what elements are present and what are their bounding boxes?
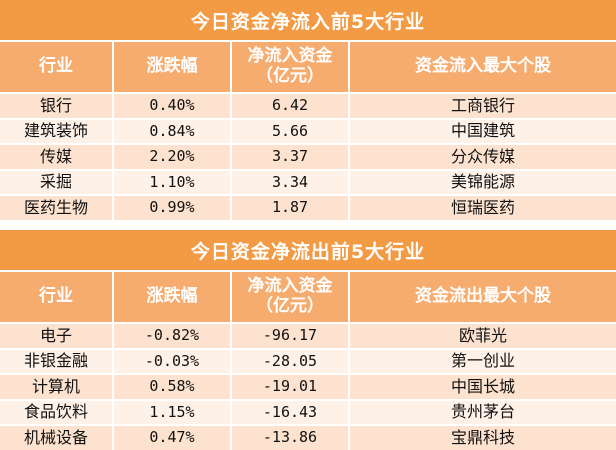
industry-cell: 医药生物: [0, 194, 114, 220]
industry-cell: 非银金融: [0, 347, 114, 373]
outflow-header-row: 行业 涨跌幅 净流入资金 （亿元） 资金流出最大个股: [0, 270, 616, 322]
net-flow-cell: -96.17: [232, 322, 350, 348]
change-cell: 0.47%: [114, 424, 232, 450]
net-flow-cell: -19.01: [232, 373, 350, 399]
header-change: 涨跌幅: [114, 40, 232, 92]
header-industry: 行业: [0, 40, 114, 92]
header-top-stock: 资金流入最大个股: [350, 40, 616, 92]
change-cell: -0.82%: [114, 322, 232, 348]
industry-cell: 机械设备: [0, 424, 114, 450]
net-flow-cell: 3.34: [232, 168, 350, 194]
outflow-table-title: 今日资金净流出前5大行业: [0, 230, 616, 270]
stock-cell: 中国建筑: [350, 117, 616, 144]
change-cell: 0.40%: [114, 92, 232, 118]
industry-cell: 建筑装饰: [0, 117, 114, 143]
change-cell: -0.03%: [114, 347, 232, 373]
change-cell: 0.58%: [114, 373, 232, 399]
header-net-inflow: 净流入资金 （亿元）: [232, 270, 350, 322]
inflow-table-title: 今日资金净流入前5大行业: [0, 0, 616, 40]
change-cell: 2.20%: [114, 143, 232, 169]
change-cell: 1.10%: [114, 168, 232, 194]
industry-cell: 计算机: [0, 373, 114, 399]
header-top-stock: 资金流出最大个股: [350, 270, 616, 322]
net-flow-cell: -13.86: [232, 424, 350, 450]
stock-cell: 美锦能源: [350, 168, 616, 195]
industry-cell: 银行: [0, 92, 114, 118]
table-row: 食品饮料 1.15% -16.43 贵州茅台: [0, 398, 616, 425]
inflow-table: 今日资金净流入前5大行业 行业 涨跌幅 净流入资金 （亿元） 资金流入最大个股 …: [0, 0, 616, 220]
table-row: 机械设备 0.47% -13.86 宝鼎科技: [0, 424, 616, 450]
stock-cell: 第一创业: [350, 347, 616, 374]
table-row: 医药生物 0.99% 1.87 恒瑞医药: [0, 194, 616, 220]
stock-cell: 分众传媒: [350, 143, 616, 169]
stock-cell: 中国长城: [350, 373, 616, 399]
table-row: 银行 0.40% 6.42 工商银行: [0, 92, 616, 118]
net-flow-cell: -28.05: [232, 347, 350, 373]
industry-cell: 采掘: [0, 168, 114, 194]
stock-cell: 恒瑞医药: [350, 194, 616, 220]
header-change: 涨跌幅: [114, 270, 232, 322]
net-flow-cell: 6.42: [232, 92, 350, 118]
header-industry: 行业: [0, 270, 114, 322]
inflow-header-row: 行业 涨跌幅 净流入资金 （亿元） 资金流入最大个股: [0, 40, 616, 92]
net-flow-cell: 1.87: [232, 194, 350, 220]
stock-cell: 欧菲光: [350, 322, 616, 348]
industry-cell: 电子: [0, 322, 114, 348]
net-flow-cell: 3.37: [232, 143, 350, 169]
table-row: 传媒 2.20% 3.37 分众传媒: [0, 143, 616, 169]
industry-cell: 传媒: [0, 143, 114, 169]
stock-cell: 贵州茅台: [350, 398, 616, 425]
net-flow-cell: 5.66: [232, 117, 350, 143]
outflow-table: 今日资金净流出前5大行业 行业 涨跌幅 净流入资金 （亿元） 资金流出最大个股 …: [0, 230, 616, 450]
table-row: 计算机 0.58% -19.01 中国长城: [0, 373, 616, 399]
header-net-inflow: 净流入资金 （亿元）: [232, 40, 350, 92]
table-row: 建筑装饰 0.84% 5.66 中国建筑: [0, 117, 616, 144]
industry-cell: 食品饮料: [0, 398, 114, 424]
change-cell: 0.84%: [114, 117, 232, 143]
table-row: 非银金融 -0.03% -28.05 第一创业: [0, 347, 616, 374]
stock-cell: 工商银行: [350, 92, 616, 118]
table-row: 采掘 1.10% 3.34 美锦能源: [0, 168, 616, 195]
table-row: 电子 -0.82% -96.17 欧菲光: [0, 322, 616, 348]
stock-cell: 宝鼎科技: [350, 424, 616, 450]
change-cell: 1.15%: [114, 398, 232, 424]
net-flow-cell: -16.43: [232, 398, 350, 424]
change-cell: 0.99%: [114, 194, 232, 220]
